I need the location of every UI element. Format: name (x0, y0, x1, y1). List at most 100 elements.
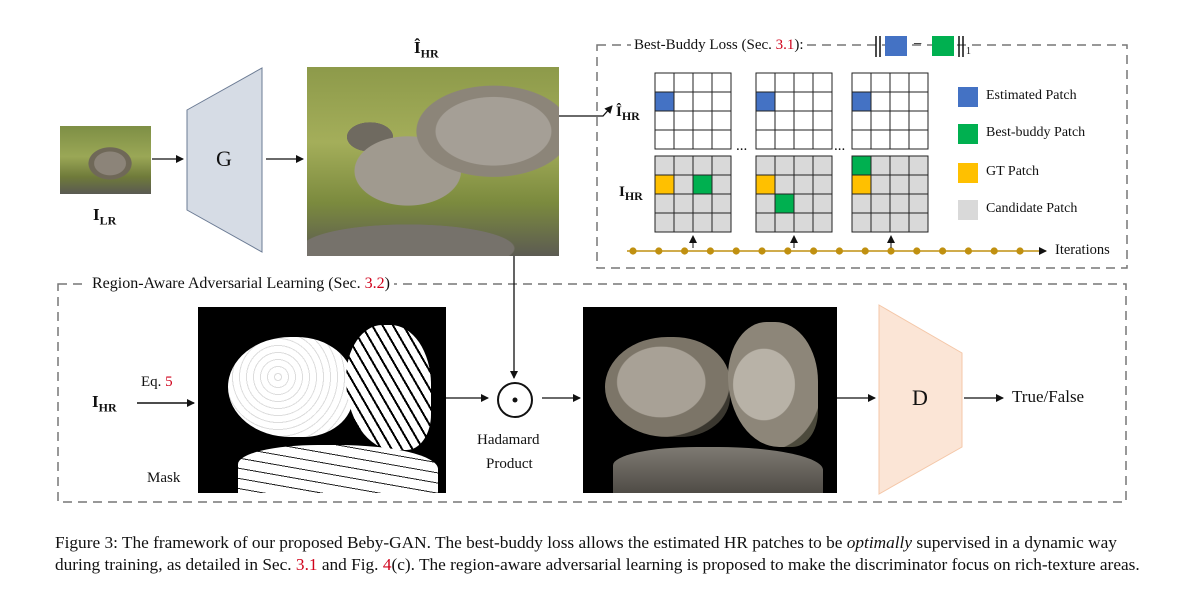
gt-patch-2-3-0 (851, 212, 872, 233)
gt-patch-1-3-0 (755, 212, 776, 233)
iteration-dot (887, 247, 895, 255)
iteration-dot (681, 247, 689, 255)
discriminator-label: D (912, 385, 928, 410)
estimated-patch-0-1-0 (654, 91, 675, 112)
iteration-dot (732, 247, 740, 255)
estimated-patch-1-1-3 (812, 91, 833, 112)
legend-label-gt: GT Patch (986, 164, 1040, 179)
estimated-patch-1-3-2 (793, 129, 814, 150)
iteration-dot (861, 247, 869, 255)
estimated-patch-1-0-3 (812, 72, 833, 93)
iteration-dot (810, 247, 818, 255)
gt-patch-2-0-2 (889, 155, 910, 176)
gt-patch-0-2-2 (692, 193, 713, 214)
gt-patch-0-2-3 (711, 193, 732, 214)
masked-output-image (583, 307, 837, 493)
gt-patch-1-3-1 (774, 212, 795, 233)
estimated-patch-0-1-2 (692, 91, 713, 112)
estimated-patch-2-2-1 (870, 110, 891, 131)
ellipsis-2: ... (834, 138, 846, 154)
estimated-patch-1-0-1 (774, 72, 795, 93)
estimated-patch-0-2-0 (654, 110, 675, 131)
gt-patch-0-1-1 (673, 174, 694, 195)
gt-patch-1-3-2 (793, 212, 814, 233)
iteration-dot (629, 247, 637, 255)
formula-estimated-swatch (885, 36, 907, 56)
gt-patch-0-1-0 (654, 174, 675, 195)
gt-patch-0-0-2 (692, 155, 713, 176)
legend-label-candidate: Candidate Patch (986, 201, 1078, 216)
gt-patch-1-0-3 (812, 155, 833, 176)
estimated-patch-0-0-2 (692, 72, 713, 93)
estimated-patch-2-1-1 (870, 91, 891, 112)
gt-patch-2-1-0 (851, 174, 872, 195)
estimated-patch-2-0-2 (889, 72, 910, 93)
row-label-estimated: ÎHR (616, 104, 640, 123)
estimated-patch-0-2-2 (692, 110, 713, 131)
gt-patch-0-0-0 (654, 155, 675, 176)
estimated-patch-2-3-0 (851, 129, 872, 150)
legend-swatch-bestbuddy (958, 124, 978, 144)
iteration-selection-arrows (689, 235, 895, 248)
estimated-patch-0-3-2 (692, 129, 713, 150)
gt-patch-2-3-3 (908, 212, 929, 233)
iterations-label: Iterations (1055, 242, 1110, 258)
gt-patch-0-3-1 (673, 212, 694, 233)
estimated-patch-1-2-0 (755, 110, 776, 131)
legend-label-estimated: Estimated Patch (986, 88, 1077, 103)
estimated-patch-2-3-1 (870, 129, 891, 150)
iteration-dot (1016, 247, 1024, 255)
estimated-patch-1-0-2 (793, 72, 814, 93)
gt-patch-1-1-1 (774, 174, 795, 195)
estimated-patch-2-0-3 (908, 72, 929, 93)
ellipsis-1: ... (736, 138, 748, 154)
estimated-patch-2-1-2 (889, 91, 910, 112)
gt-patch-0-2-1 (673, 193, 694, 214)
legend-swatch-estimated (958, 87, 978, 107)
estimated-patch-0-1-1 (673, 91, 694, 112)
iteration-dot (939, 247, 947, 255)
gt-patch-1-1-3 (812, 174, 833, 195)
estimated-patch-0-3-0 (654, 129, 675, 150)
gt-patch-1-2-2 (793, 193, 814, 214)
estimated-patch-2-0-1 (870, 72, 891, 93)
iteration-dot (913, 247, 921, 255)
estimated-patch-2-3-3 (908, 129, 929, 150)
patch-grids (654, 72, 929, 233)
iteration-dot (655, 247, 663, 255)
gt-patch-0-0-1 (673, 155, 694, 176)
row-label-gt: IHR (619, 184, 643, 203)
gt-patch-1-0-2 (793, 155, 814, 176)
equation-label: Eq. 5 (141, 374, 173, 390)
formula-minus: − (913, 36, 923, 53)
legend-label-bestbuddy: Best-buddy Patch (986, 125, 1086, 140)
gt-patch-0-0-3 (711, 155, 732, 176)
estimated-patch-0-0-3 (711, 72, 732, 93)
estimated-patch-0-2-1 (673, 110, 694, 131)
figure-caption: Figure 3: The framework of our proposed … (55, 533, 1140, 574)
iteration-dot (784, 247, 792, 255)
iteration-dot (706, 247, 715, 255)
iteration-dot (990, 247, 998, 255)
estimated-patch-1-2-2 (793, 110, 814, 131)
formula-bestbuddy-swatch (932, 36, 954, 56)
gt-patch-2-2-2 (889, 193, 910, 214)
gt-patch-0-3-2 (692, 212, 713, 233)
generator-label: G (216, 146, 232, 171)
region-aware-frame (57, 283, 1127, 503)
output-label: True/False (1012, 387, 1085, 406)
estimated-patch-1-2-3 (812, 110, 833, 131)
gt-patch-2-0-3 (908, 155, 929, 176)
legend-swatch-candidate (958, 200, 978, 220)
estimated-patch-0-1-3 (711, 91, 732, 112)
estimated-patch-1-1-0 (755, 91, 776, 112)
estimated-patch-2-1-0 (851, 91, 872, 112)
gt-patch-1-1-2 (793, 174, 814, 195)
estimated-patch-0-0-0 (654, 72, 675, 93)
estimated-patch-1-0-0 (755, 72, 776, 93)
gt-patch-0-3-3 (711, 212, 732, 233)
estimated-patch-2-3-2 (889, 129, 910, 150)
gt-patch-0-3-0 (654, 212, 675, 233)
lr-image (60, 126, 151, 194)
